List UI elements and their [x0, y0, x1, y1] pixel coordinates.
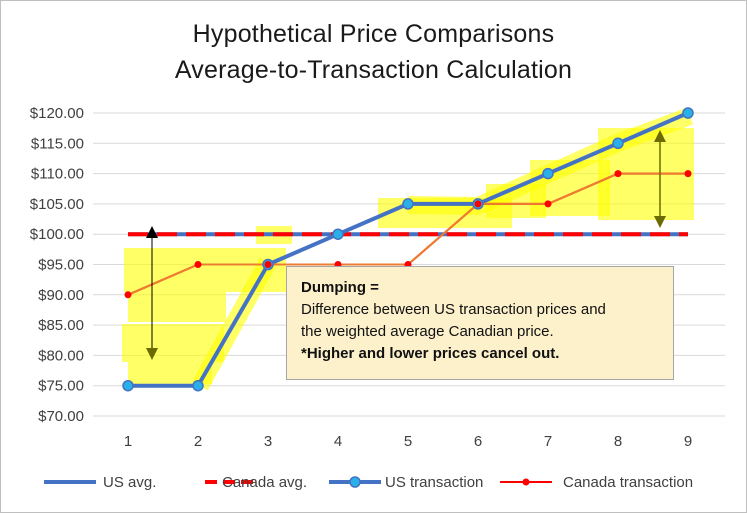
data-point: [332, 228, 344, 240]
x-tick-label: 5: [404, 433, 412, 450]
legend-marker: [522, 478, 530, 486]
x-tick-label: 7: [544, 433, 552, 450]
x-tick-label: 9: [684, 433, 692, 450]
legend-label: US avg.: [103, 474, 156, 491]
dumping-annotation-box: Dumping = Difference between US transact…: [286, 266, 674, 380]
chart-subtitle: Average-to-Transaction Calculation: [174, 56, 573, 84]
y-tick-label: $115.00: [31, 135, 84, 152]
annotation-line-1: Difference between US transaction prices…: [301, 301, 606, 318]
x-tick-label: 1: [124, 433, 132, 450]
chart-title: Hypothetical Price Comparisons: [192, 20, 555, 48]
arrow-head-up: [146, 226, 158, 238]
legend-label: US transaction: [385, 474, 483, 491]
data-point: [542, 167, 554, 180]
y-tick-label: $95.00: [38, 257, 84, 274]
arrow-head-down: [146, 348, 158, 360]
y-tick-label: $120.00: [30, 105, 84, 122]
data-point: [544, 200, 552, 208]
y-tick-label: $70.00: [38, 408, 84, 425]
legend-marker: [349, 476, 361, 488]
x-tick-label: 2: [194, 433, 202, 450]
data-point: [682, 107, 694, 119]
arrow-head-up: [654, 130, 666, 142]
annotation-line-3: *Higher and lower prices cancel out.: [301, 345, 560, 362]
arrow-head-down: [654, 216, 666, 228]
x-tick-label: 6: [474, 433, 482, 450]
y-tick-label: $80.00: [38, 347, 84, 364]
y-tick-label: $110.00: [31, 166, 84, 183]
y-tick-label: $85.00: [38, 317, 84, 334]
y-tick-label: $75.00: [38, 378, 84, 395]
annotation-heading: Dumping =: [301, 279, 379, 296]
x-tick-label: 4: [334, 433, 342, 450]
y-tick-label: $90.00: [38, 287, 84, 304]
data-point: [124, 291, 132, 299]
legend-label: Canada transaction: [563, 474, 693, 491]
highlight-mark: [128, 292, 226, 322]
data-point: [612, 137, 624, 150]
data-point: [122, 379, 134, 392]
data-point: [194, 261, 202, 268]
y-tick-label: $100.00: [30, 226, 84, 243]
data-point: [684, 170, 692, 178]
legend-label: Canada avg.: [222, 474, 307, 491]
annotation-line-2: the weighted average Canadian price.: [301, 323, 554, 340]
data-point: [402, 198, 414, 210]
highlight-mark: [128, 362, 212, 384]
data-point: [474, 200, 482, 208]
x-tick-label: 3: [264, 433, 272, 450]
y-tick-label: $105.00: [30, 196, 84, 213]
data-point: [614, 170, 622, 178]
data-point: [264, 261, 272, 268]
data-point: [192, 379, 204, 392]
x-tick-label: 8: [614, 433, 622, 450]
